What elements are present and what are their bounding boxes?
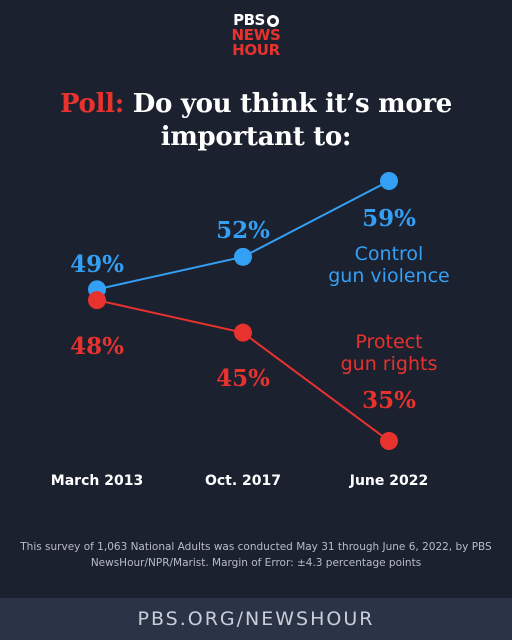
series-label-s1-line1: gun rights [341, 353, 438, 375]
data-label-s1-1: 45% [216, 365, 270, 392]
logo-hour: HOUR [232, 41, 280, 59]
data-label-s0-0: 49% [70, 251, 124, 278]
title-prefix: Poll: [59, 89, 125, 119]
footer-url: PBS.ORG/NEWSHOUR [0, 598, 512, 640]
logo-news: NEWS [231, 26, 281, 44]
data-label-s1-2: 35% [362, 387, 416, 414]
title-text: Do you think it’s more important to: [132, 89, 453, 152]
series-label-s1-line0: Protect [355, 331, 422, 353]
series-label-s0-line0: Control [355, 243, 424, 265]
series-label-s0-line1: gun violence [328, 265, 449, 287]
logo-pbs: PBS [233, 13, 279, 28]
x-tick-1: Oct. 2017 [205, 473, 281, 489]
data-label-s0-2: 59% [362, 205, 416, 232]
data-point-s0-1 [234, 247, 252, 266]
x-tick-2: June 2022 [349, 473, 428, 489]
data-point-s0-2 [380, 172, 398, 190]
pbs-head-icon [266, 14, 279, 27]
data-point-s1-1 [234, 323, 252, 342]
data-point-s1-2 [380, 432, 398, 450]
data-label-s0-1: 52% [216, 217, 270, 244]
chart-title: Poll: Do you think it’s more important t… [40, 88, 472, 154]
data-point-s1-0 [88, 291, 106, 310]
logo-pbs-text: PBS [233, 11, 265, 29]
x-tick-0: March 2013 [51, 473, 143, 489]
data-label-s1-0: 48% [70, 333, 124, 360]
pbs-newshour-logo: PBS NEWS HOUR [0, 12, 512, 58]
survey-note: This survey of 1,063 National Adults was… [20, 541, 492, 569]
